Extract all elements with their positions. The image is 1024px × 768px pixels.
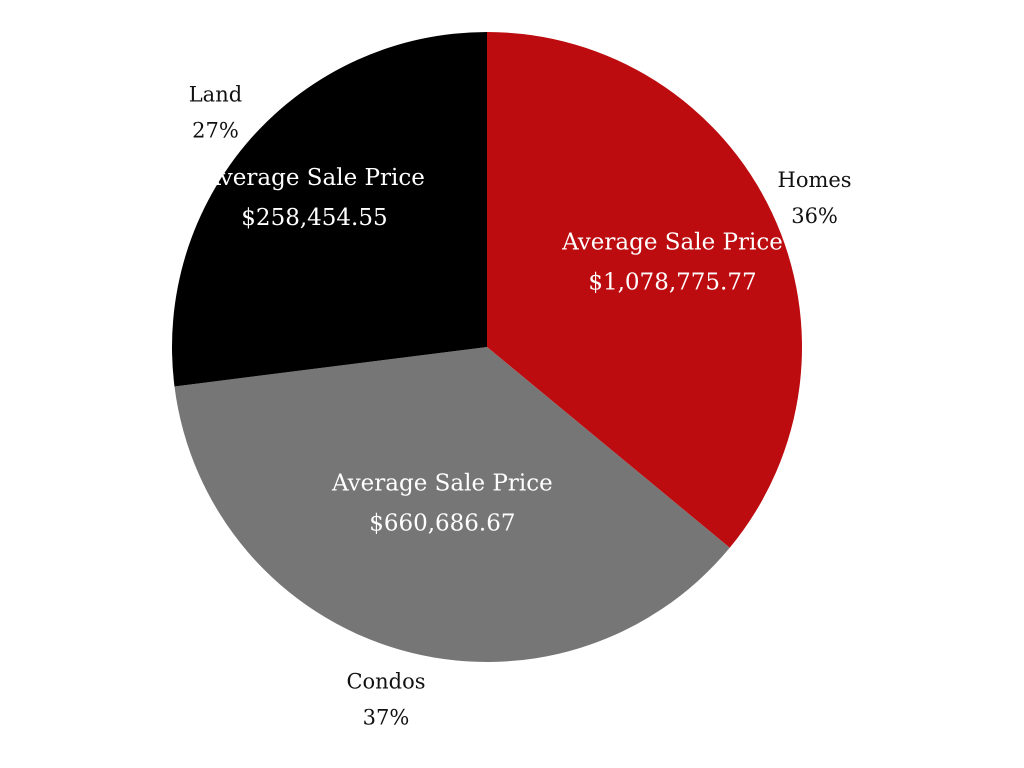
slice-percent-label-homes: 36%	[791, 204, 838, 228]
slice-inner-value-homes: $1,078,775.77	[588, 270, 756, 296]
pie-slice-homes	[487, 32, 803, 548]
slice-category-label-condos: Condos	[346, 670, 425, 694]
pie-slice-land	[172, 32, 487, 387]
slice-category-label-homes: Homes	[778, 168, 852, 192]
pie-outer-labels: Homes 36% Condos 37% Land 27%	[189, 83, 852, 730]
slice-inner-value-land: $258,454.55	[241, 205, 387, 231]
slice-category-label-land: Land	[189, 83, 242, 107]
slice-inner-title-land: Average Sale Price	[203, 165, 425, 191]
pie-slices	[172, 32, 803, 662]
slice-inner-title-homes: Average Sale Price	[561, 230, 783, 256]
slice-percent-label-condos: 37%	[363, 706, 410, 730]
pie-slice-condos	[174, 347, 730, 662]
slice-percent-label-land: 27%	[192, 119, 239, 143]
slice-inner-value-condos: $660,686.67	[369, 511, 515, 537]
slice-inner-title-condos: Average Sale Price	[331, 471, 553, 497]
pie-inner-labels: Average Sale Price $1,078,775.77 Average S…	[203, 165, 783, 537]
